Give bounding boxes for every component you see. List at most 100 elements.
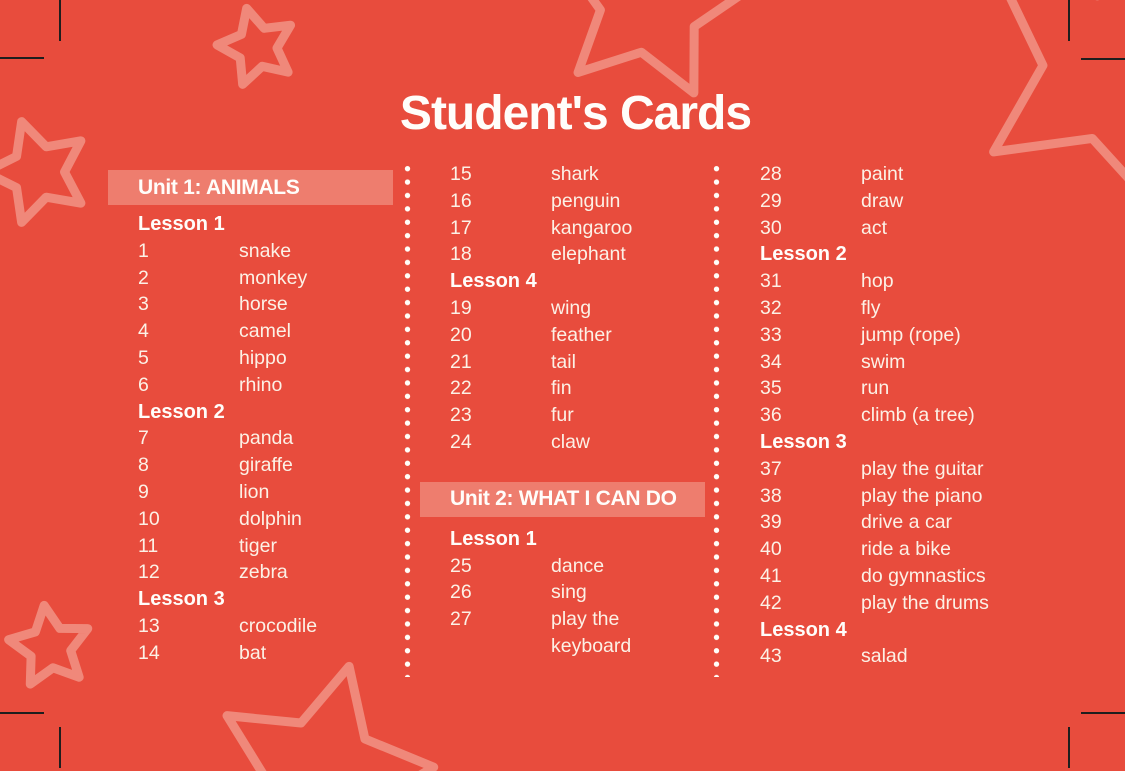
card-number: 30 xyxy=(760,216,782,239)
card-number: 43 xyxy=(760,645,782,668)
card-word: fly xyxy=(861,296,881,319)
card-number: 6 xyxy=(138,373,149,396)
card-number: 24 xyxy=(450,430,472,453)
crop-mark xyxy=(0,57,44,59)
card-word: play the drums xyxy=(861,591,989,614)
card-word: elephant xyxy=(551,243,626,266)
card-number: 28 xyxy=(760,163,782,185)
card-word: wing xyxy=(551,296,592,319)
card-number: 20 xyxy=(450,323,472,346)
card-number: 39 xyxy=(760,511,782,534)
card-word: play the guitar xyxy=(861,457,984,480)
card-number: 23 xyxy=(450,404,472,427)
lesson-heading: Lesson 1 xyxy=(450,527,537,550)
card-number: 9 xyxy=(138,480,149,503)
card-word: play the keyboard xyxy=(551,608,632,657)
card-entry: 34 swim xyxy=(730,349,1030,376)
card-number: 3 xyxy=(138,293,149,316)
card-entry: 43 salad xyxy=(730,643,1030,670)
page-title: Student's Cards xyxy=(399,87,752,140)
card-word: draw xyxy=(861,189,904,212)
card-word: penguin xyxy=(551,189,621,212)
card-entry: 31 hop xyxy=(730,268,1030,295)
card-entry: 15 shark xyxy=(420,161,720,188)
column-divider-dotted xyxy=(713,162,720,677)
card-word: giraffe xyxy=(239,454,293,477)
unit-header: Unit 2: WHAT I CAN DO xyxy=(420,481,705,517)
card-word: run xyxy=(861,377,890,400)
card-entry: 9 lion xyxy=(108,479,408,506)
card-column-2: 15 shark 16 penguin 17 kangaroo 18 elephant Less… xyxy=(420,161,720,660)
card-entry: 40 ride a bike xyxy=(730,536,1030,563)
card-entry: 10 dolphin xyxy=(108,506,408,533)
card-word: act xyxy=(861,216,888,239)
card-number: 19 xyxy=(450,296,472,319)
card-number: 13 xyxy=(138,614,160,637)
lesson-heading: Lesson 2 xyxy=(760,243,847,266)
card-number: 29 xyxy=(760,189,782,212)
card-entry: 32 fly xyxy=(730,295,1030,322)
unit-header: Unit 1: ANIMALS xyxy=(108,170,393,205)
card-entry: 23 fur xyxy=(420,402,720,429)
card-entry: 11 tiger xyxy=(108,533,408,560)
card-word: panda xyxy=(239,427,294,450)
card-number: 41 xyxy=(760,564,782,587)
card-entry: 12 zebra xyxy=(108,559,408,586)
card-entry: 8 giraffe xyxy=(108,452,408,479)
card-entry: 22 fin xyxy=(420,375,720,402)
card-entry: 28 paint xyxy=(730,161,1030,188)
card-word: salad xyxy=(861,645,908,668)
card-entry: 39 drive a car xyxy=(730,509,1030,536)
card-number: 37 xyxy=(760,457,782,480)
card-entry: 6 rhino xyxy=(108,372,408,399)
column-divider-dotted xyxy=(404,162,411,677)
card-word: feather xyxy=(551,323,612,346)
card-word: fin xyxy=(551,377,572,400)
card-word: kangaroo xyxy=(551,216,633,239)
card-word: bat xyxy=(239,641,267,664)
card-number: 12 xyxy=(138,561,160,584)
card-entry: 7 panda xyxy=(108,425,408,452)
card-entry: 27 play the keyboard xyxy=(420,606,720,660)
card-number: 42 xyxy=(760,591,782,614)
lesson-heading: Lesson 2 xyxy=(138,400,225,423)
card-entry: 14 bat xyxy=(108,640,408,667)
card-number: 14 xyxy=(138,641,160,664)
card-word: sing xyxy=(551,581,587,604)
card-number: 34 xyxy=(760,350,782,373)
card-number: 32 xyxy=(760,296,782,319)
card-word: jump (rope) xyxy=(861,323,961,346)
card-word: dance xyxy=(551,554,605,577)
card-entry: 20 feather xyxy=(420,322,720,349)
card-entry: 37 play the guitar xyxy=(730,456,1030,483)
card-number: 11 xyxy=(138,534,159,557)
card-number: 1 xyxy=(138,239,149,262)
card-entry: 35 run xyxy=(730,375,1030,402)
card-entry: 2 monkey xyxy=(108,265,408,292)
card-entry: 16 penguin xyxy=(420,188,720,215)
card-number: 27 xyxy=(450,608,472,631)
card-word: hop xyxy=(861,270,894,293)
card-entry: 24 claw xyxy=(420,429,720,456)
lesson-heading: Lesson 3 xyxy=(760,430,847,453)
card-entry: 4 camel xyxy=(108,318,408,345)
card-word: swim xyxy=(861,350,906,373)
card-number: 15 xyxy=(450,163,472,185)
card-number: 25 xyxy=(450,554,472,577)
card-word: crocodile xyxy=(239,614,318,637)
card-entry: 38 play the piano xyxy=(730,483,1030,510)
lesson-heading: Lesson 4 xyxy=(450,270,537,293)
card-number: 8 xyxy=(138,454,149,477)
card-entry: 29 draw xyxy=(730,188,1030,215)
card-number: 21 xyxy=(450,350,472,373)
card-entry: 36 climb (a tree) xyxy=(730,402,1030,429)
card-entry: 30 act xyxy=(730,215,1030,242)
card-column-1: Unit 1: ANIMALS Lesson 1 1 snake 2 monkey 3 hor… xyxy=(108,170,408,667)
card-number: 22 xyxy=(450,377,472,400)
card-entry: 1 snake xyxy=(108,238,408,265)
card-word: do gymnastics xyxy=(861,564,986,587)
card-entry: 3 horse xyxy=(108,291,408,318)
card-word: fur xyxy=(551,404,574,427)
card-entry: 5 hippo xyxy=(108,345,408,372)
